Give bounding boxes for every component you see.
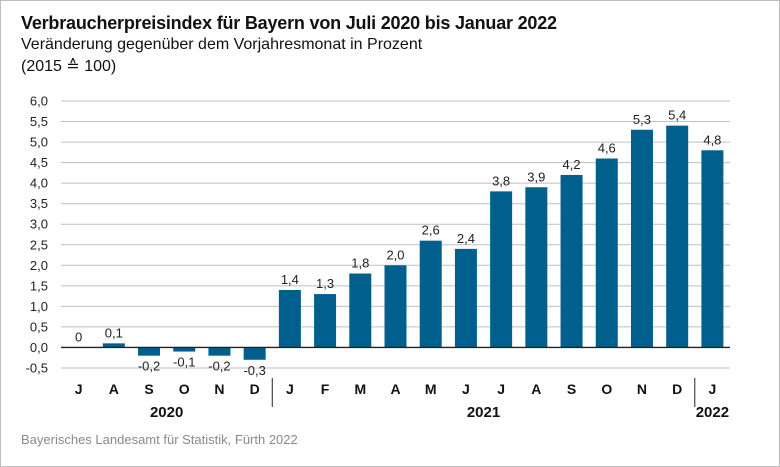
y-tick-label: 4,0 [30, 176, 48, 191]
bar-value-label: -0,1 [173, 355, 195, 370]
bar-value-label: 4,2 [563, 157, 581, 172]
y-tick-label: 3,5 [30, 196, 48, 211]
bar [243, 347, 266, 360]
x-tick-label: A [109, 381, 119, 397]
x-tick-label: A [390, 381, 400, 397]
bar [666, 125, 689, 348]
x-tick-label: S [144, 381, 153, 397]
bar [349, 273, 372, 348]
bar-chart: 6,0 5,5 5,0 4,5 4,0 3,5 3,0 2,5 2,0 1,5 1,0 0,5 0,0 -… [26, 94, 730, 421]
chart-subtitle: Veränderung gegenüber dem Vorjahresmonat… [21, 36, 423, 53]
y-tick-label: 1,5 [30, 278, 48, 293]
bar [525, 187, 548, 348]
bar-value-label: 1,3 [316, 276, 334, 291]
x-tick-label: N [637, 381, 647, 397]
bar [630, 129, 653, 348]
y-tick-label: 5,0 [30, 135, 48, 150]
x-tick-label: D [672, 381, 682, 397]
bar-value-label: 3,8 [492, 173, 510, 188]
bar [208, 347, 231, 356]
bar-value-label: -0,2 [138, 359, 160, 374]
y-tick-label: 2,5 [30, 237, 48, 252]
x-tick-label: J [286, 381, 294, 397]
x-tick-label: S [567, 381, 576, 397]
bar-value-label: -0,3 [243, 363, 265, 378]
bar [419, 240, 442, 348]
y-tick-label: -0,5 [26, 361, 48, 376]
y-tick-label: 4,5 [30, 155, 48, 170]
x-tick-label: F [321, 381, 330, 397]
x-tick-label: J [75, 381, 83, 397]
x-tick-label: O [179, 381, 190, 397]
index-base-note: (2015 ≙ 100) [21, 58, 117, 75]
bar [138, 347, 161, 356]
bar-value-label: 0,1 [105, 325, 123, 340]
bar-value-label: 1,4 [281, 272, 299, 287]
bar [595, 158, 618, 348]
bar-value-label: 1,8 [351, 256, 369, 271]
bar [314, 294, 337, 348]
y-tick-label: 2,0 [30, 258, 48, 273]
y-tick-label: 0,0 [30, 340, 48, 355]
x-tick-label: N [214, 381, 224, 397]
year-label: 2022 [696, 404, 729, 421]
bar [454, 248, 477, 348]
source-note: Bayerisches Landesamt für Statistik, Für… [21, 432, 298, 447]
x-tick-label: A [531, 381, 541, 397]
bar-value-label: -0,2 [208, 359, 230, 374]
bar [701, 150, 724, 348]
x-tick-label: J [462, 381, 470, 397]
x-tick-label: J [708, 381, 716, 397]
bar-value-label: 4,8 [703, 132, 721, 147]
bar-value-label: 2,0 [386, 247, 404, 262]
bar [560, 174, 583, 348]
year-label: 2020 [150, 404, 183, 421]
x-tick-label: D [250, 381, 260, 397]
bar [278, 289, 301, 348]
bar-value-label: 4,6 [598, 141, 616, 156]
y-tick-label: 5,5 [30, 114, 48, 129]
chart-title: Verbraucherpreisindex für Bayern von Jul… [21, 13, 557, 33]
bar [102, 343, 125, 348]
bar-value-label: 0 [75, 329, 82, 344]
bar [173, 347, 196, 352]
year-label: 2021 [467, 404, 500, 421]
y-tick-label: 1,0 [30, 299, 48, 314]
bar-value-label: 2,4 [457, 231, 475, 246]
y-tick-label: 0,5 [30, 319, 48, 334]
bar-value-label: 2,6 [422, 223, 440, 238]
x-tick-label: J [497, 381, 505, 397]
bar [490, 191, 513, 348]
y-tick-label: 6,0 [30, 94, 48, 109]
bar-value-label: 5,3 [633, 112, 651, 127]
bar-value-label: 3,9 [527, 169, 545, 184]
y-tick-label: 3,0 [30, 217, 48, 232]
x-tick-label: M [354, 381, 366, 397]
x-tick-label: M [425, 381, 437, 397]
bar-value-label: 5,4 [668, 108, 686, 123]
bar [384, 265, 407, 348]
x-tick-label: O [601, 381, 612, 397]
